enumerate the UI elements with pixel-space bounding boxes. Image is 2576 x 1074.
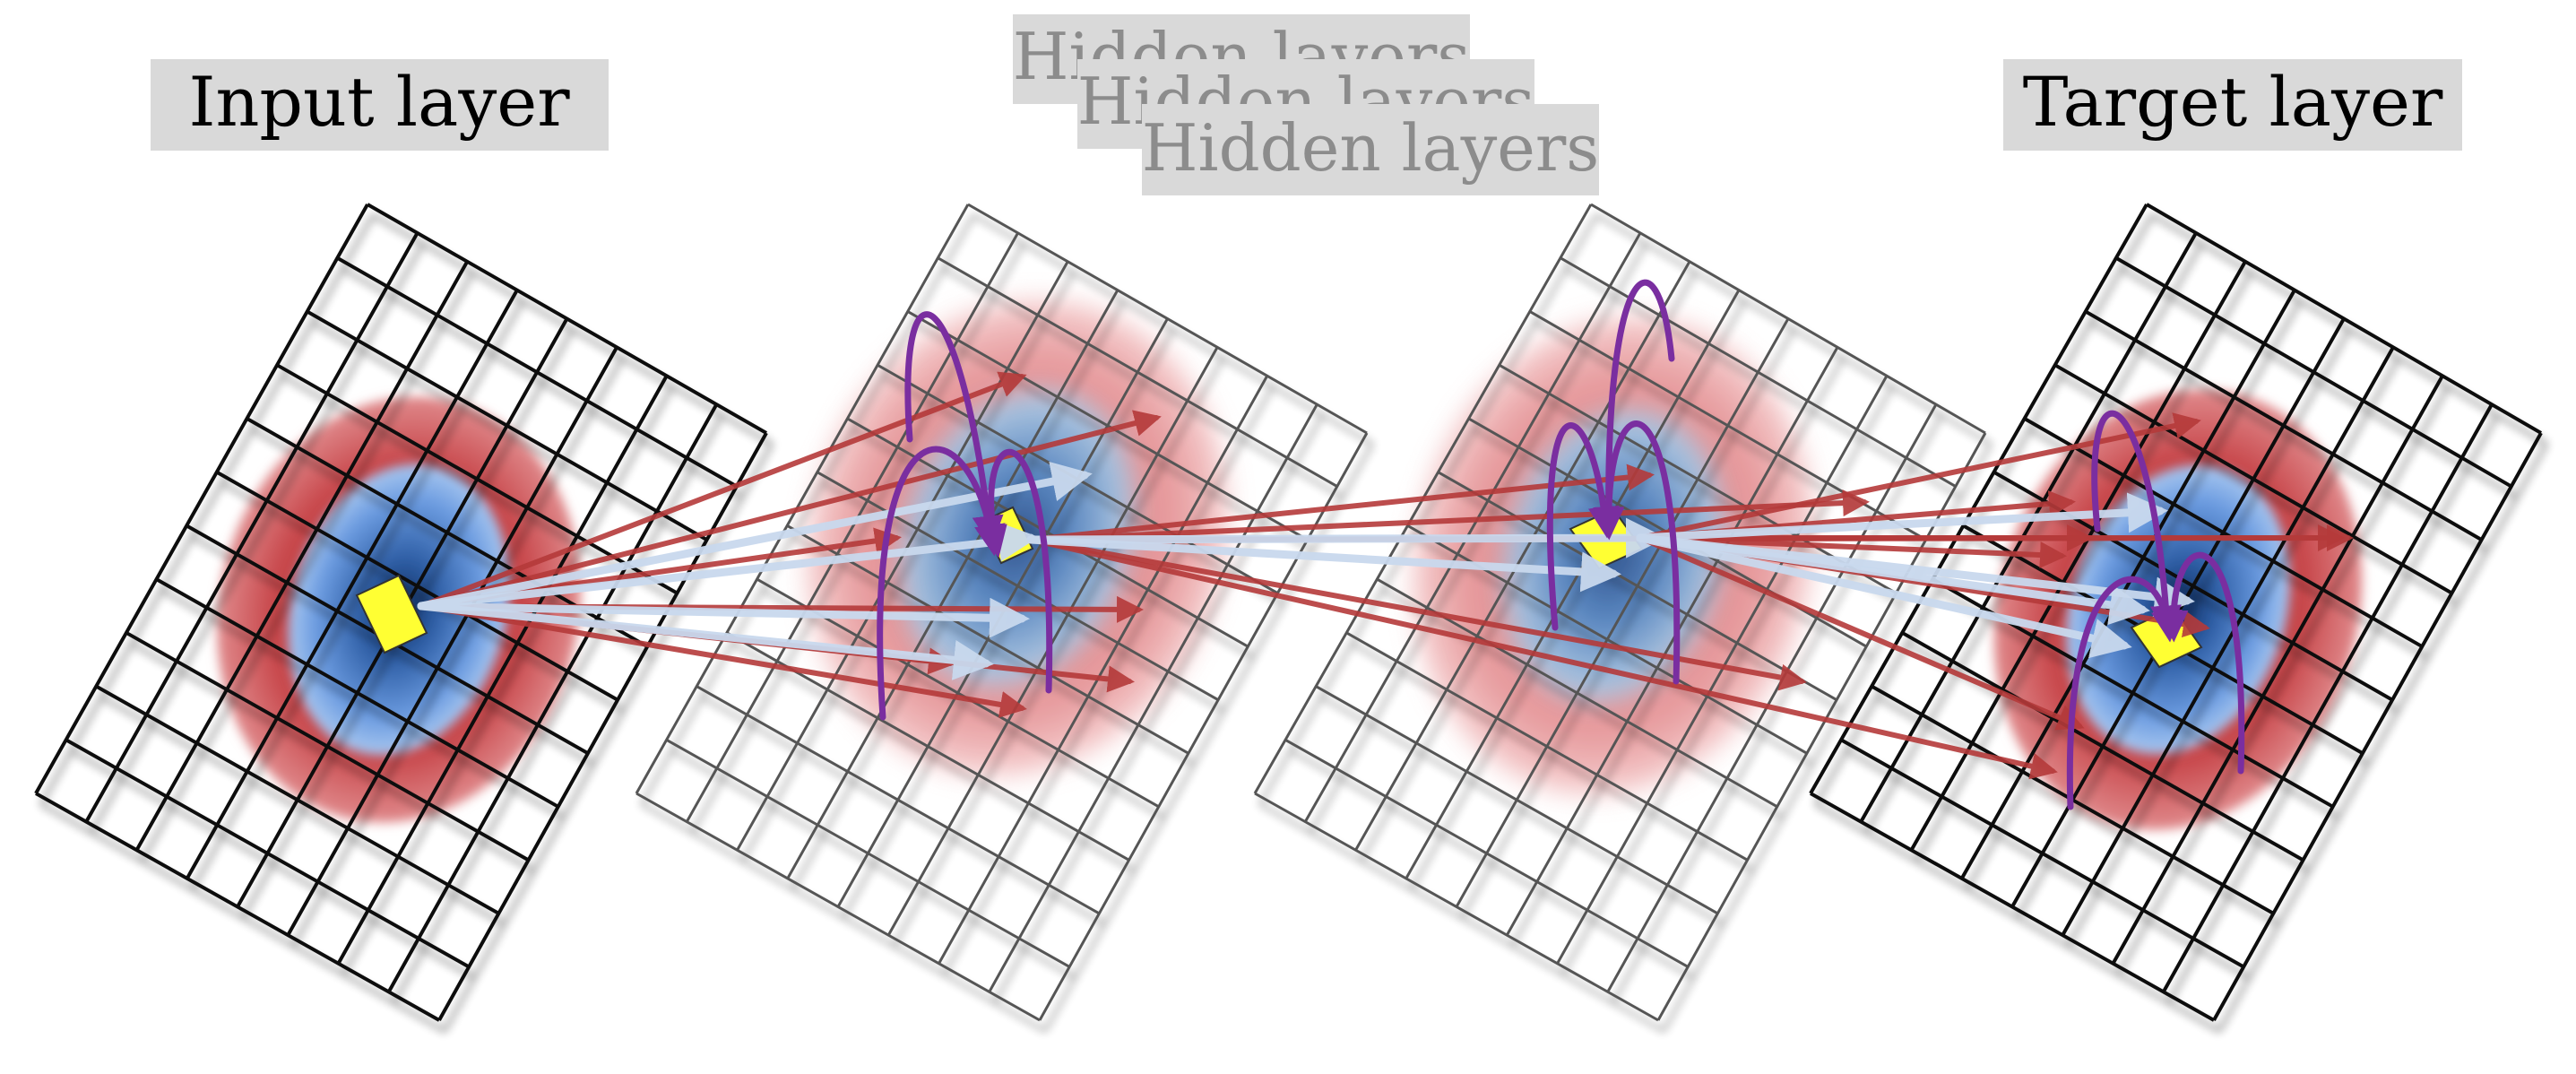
lateral-arc (2091, 410, 2182, 637)
svg-text:Input layer: Input layer (188, 62, 570, 142)
input-layer-label: Input layer (151, 59, 609, 151)
grid-line (1859, 231, 2198, 823)
feedforward-arrow-light (1636, 533, 2132, 659)
feedforward-arrow-light (1636, 492, 2168, 542)
grid-line (336, 375, 669, 965)
grid-line (1405, 289, 1741, 879)
feedforward-arrow-light (417, 602, 994, 680)
grid-line (186, 289, 519, 879)
lateral-arc (904, 311, 1004, 548)
grid-line (988, 403, 1318, 993)
feedforward-arrow-red (1028, 537, 1807, 691)
feedforward-arrow-red (419, 371, 1027, 609)
grid-line (1960, 289, 2296, 879)
grid-line (2111, 375, 2444, 965)
feedforward-arrow-red (1028, 489, 1870, 542)
grid-line (286, 346, 618, 937)
svg-text:Hidden layers: Hidden layers (1142, 110, 1599, 186)
grid-line (387, 403, 719, 993)
svg-text:Target layer: Target layer (2023, 62, 2443, 142)
feedforward-arrow-red (419, 603, 1027, 718)
target-layer-label: Target layer (2003, 59, 2462, 151)
lateral-connections (877, 279, 2245, 810)
grid-line (1354, 261, 1691, 851)
feedforward-arrow-light (1636, 533, 2195, 618)
grid-line (34, 204, 369, 794)
feedforward-arrow-light (417, 521, 1039, 611)
grid-line (1606, 403, 1938, 993)
grid-line (134, 260, 469, 852)
input-layer (34, 203, 768, 1022)
lateral-arc (2066, 576, 2183, 810)
grid-line (2162, 403, 2494, 993)
feedforward-arrow-light (417, 461, 1093, 611)
input-unit (355, 574, 428, 654)
grid-line (1455, 317, 1790, 908)
feedforward-arrow-red (1638, 412, 2201, 541)
grid-line (1656, 432, 1987, 1021)
grid-line (886, 346, 1219, 936)
feedforward-arrow-red (1028, 463, 1655, 542)
lateral-arc (877, 446, 1006, 721)
feedforward-arrow-light (1026, 535, 1621, 593)
feedforward-arrow-red (1638, 535, 2067, 568)
grid-line (635, 204, 970, 794)
feedforward-arrow-red (1028, 537, 2058, 780)
hidden-1-grid (635, 203, 1369, 1022)
lateral-arc (2157, 551, 2245, 775)
grid-line (2061, 346, 2395, 937)
grid-line (1038, 432, 1369, 1021)
lateral-arc (976, 448, 1053, 694)
feedforward-arrow-red (419, 410, 1162, 609)
lateral-arc (1593, 279, 1675, 539)
hidden-layers-label-front: Hidden layers (1142, 104, 1599, 195)
feedforward-arrow-light (417, 597, 1030, 638)
grid-line (1809, 204, 2148, 794)
grid-line (786, 289, 1119, 879)
grid-line (1303, 232, 1642, 823)
grid-line (1505, 346, 1839, 936)
grid-line (2212, 432, 2543, 1021)
grid-line (938, 375, 1269, 965)
feedforward-connections (417, 371, 2354, 780)
feedforward-arrow-light (1026, 517, 1666, 559)
feedforward-arrow-red (1638, 535, 2085, 731)
grid-line (1556, 375, 1889, 965)
grid-line (84, 231, 419, 823)
lateral-arc (1546, 422, 1620, 631)
grid-line (685, 232, 1019, 823)
